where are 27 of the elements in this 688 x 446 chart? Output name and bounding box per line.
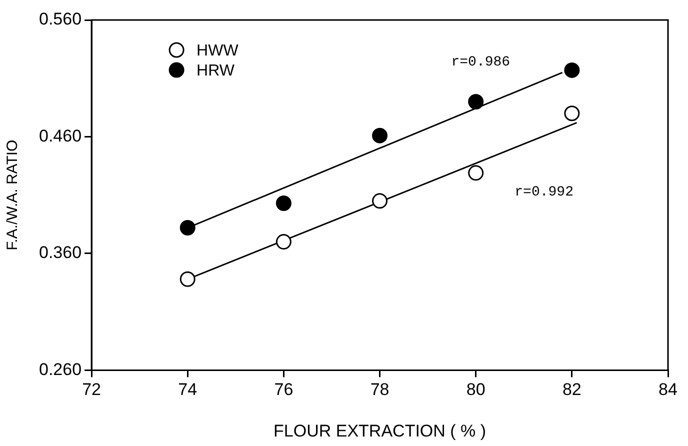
x-tick-label: 72 bbox=[82, 380, 101, 400]
y-tick-label: 0.460 bbox=[38, 126, 82, 146]
x-tick-label: 78 bbox=[370, 380, 390, 400]
point bbox=[180, 220, 196, 236]
point bbox=[468, 94, 484, 110]
x-tick-label: 80 bbox=[466, 380, 486, 400]
y-tick-label: 0.560 bbox=[38, 10, 82, 29]
x-tick-label: 84 bbox=[658, 380, 678, 400]
point bbox=[372, 193, 388, 209]
annotation: r=0.986 bbox=[451, 54, 510, 71]
x-tick-label: 82 bbox=[562, 380, 582, 400]
x-tick-label: 74 bbox=[178, 380, 198, 400]
y-axis-title: F.A./W.A. RATIO bbox=[4, 140, 22, 250]
legend-label: HWW bbox=[196, 42, 240, 60]
legend-label: HRW bbox=[196, 62, 236, 80]
y-tick-label: 0.260 bbox=[38, 360, 82, 379]
point bbox=[276, 196, 292, 212]
x-tick-label: 76 bbox=[274, 380, 294, 400]
point bbox=[468, 165, 484, 181]
y-tick-label: 0.360 bbox=[38, 243, 82, 262]
point bbox=[372, 128, 388, 144]
point bbox=[564, 106, 580, 122]
point bbox=[564, 62, 580, 78]
point bbox=[276, 234, 292, 250]
annotation: r=0.992 bbox=[514, 184, 574, 200]
point bbox=[180, 271, 196, 287]
x-axis-title: FLOUR EXTRACTION ( % ) bbox=[274, 421, 486, 440]
